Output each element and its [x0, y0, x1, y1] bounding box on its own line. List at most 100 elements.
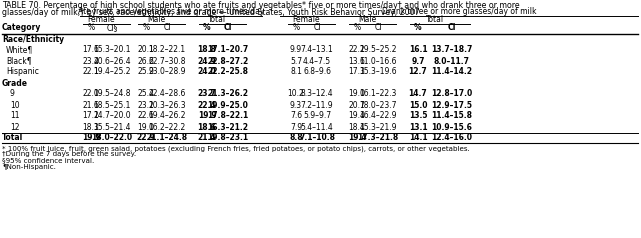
- Text: 18.5–25.1: 18.5–25.1: [94, 100, 131, 109]
- Text: 11.4–14.2: 11.4–14.2: [431, 68, 472, 76]
- Text: 18.3: 18.3: [83, 123, 99, 132]
- Text: 9.3: 9.3: [290, 100, 302, 109]
- Text: Black¶: Black¶: [6, 56, 31, 65]
- Text: CI: CI: [374, 23, 382, 32]
- Text: 16.2–22.2: 16.2–22.2: [148, 123, 186, 132]
- Text: 19.5–24.8: 19.5–24.8: [93, 89, 131, 99]
- Text: 17.6: 17.6: [83, 45, 99, 55]
- Text: 25.4: 25.4: [138, 89, 154, 99]
- Text: 22.4: 22.4: [197, 100, 216, 109]
- Text: 16.1: 16.1: [409, 45, 428, 55]
- Text: White¶: White¶: [6, 45, 33, 55]
- Text: 17.2: 17.2: [83, 111, 99, 120]
- Text: %: %: [353, 23, 360, 32]
- Text: 13.5: 13.5: [409, 111, 428, 120]
- Text: 13.6: 13.6: [349, 56, 365, 65]
- Text: 19.4–26.2: 19.4–26.2: [148, 111, 186, 120]
- Text: 14.7: 14.7: [408, 89, 428, 99]
- Text: CI: CI: [313, 23, 320, 32]
- Text: 23.0–28.9: 23.0–28.9: [148, 68, 186, 76]
- Text: 18.6: 18.6: [197, 123, 217, 132]
- Text: 5.9–9.7: 5.9–9.7: [303, 111, 331, 120]
- Text: 20.6–26.4: 20.6–26.4: [93, 56, 131, 65]
- Text: 11.0–16.6: 11.0–16.6: [359, 56, 397, 65]
- Text: 8.1: 8.1: [290, 68, 302, 76]
- Text: 8.0–11.7: 8.0–11.7: [434, 56, 470, 65]
- Text: CI: CI: [224, 23, 232, 32]
- Text: 18.2–22.1: 18.2–22.1: [149, 45, 185, 55]
- Text: 21.1–24.8: 21.1–24.8: [146, 134, 188, 143]
- Text: %: %: [87, 23, 95, 32]
- Text: 22.2: 22.2: [349, 45, 365, 55]
- Text: 25.9: 25.9: [138, 68, 154, 76]
- Text: 22.4–28.6: 22.4–28.6: [148, 89, 186, 99]
- Text: 8.3–12.4: 8.3–12.4: [301, 89, 333, 99]
- Text: Drank three or more glasses/day of milk: Drank three or more glasses/day of milk: [382, 7, 537, 16]
- Text: Hispanic: Hispanic: [6, 68, 39, 76]
- Text: 26.6: 26.6: [138, 56, 154, 65]
- Text: CI: CI: [448, 23, 456, 32]
- Text: 15.3–19.6: 15.3–19.6: [359, 68, 397, 76]
- Text: 24.9: 24.9: [197, 56, 216, 65]
- Text: 12.7: 12.7: [408, 68, 428, 76]
- Text: 22.9: 22.9: [137, 134, 155, 143]
- Text: CI§: CI§: [106, 23, 118, 32]
- Text: 14.7–20.0: 14.7–20.0: [93, 111, 131, 120]
- Text: 7.4–13.1: 7.4–13.1: [301, 45, 333, 55]
- Text: 18.0–22.0: 18.0–22.0: [92, 134, 133, 143]
- Text: 19.9: 19.9: [81, 134, 100, 143]
- Text: 18.8: 18.8: [197, 45, 217, 55]
- Text: 14.1: 14.1: [409, 134, 428, 143]
- Text: 12.9–17.5: 12.9–17.5: [431, 100, 472, 109]
- Text: 19.0: 19.0: [138, 123, 154, 132]
- Text: 22.0: 22.0: [83, 89, 99, 99]
- Text: 19.4: 19.4: [349, 111, 365, 120]
- Text: 19.5–25.2: 19.5–25.2: [359, 45, 397, 55]
- Text: 11.4–15.8: 11.4–15.8: [431, 111, 472, 120]
- Text: 21.6: 21.6: [83, 100, 99, 109]
- Text: 15.3–21.9: 15.3–21.9: [359, 123, 397, 132]
- Text: 23.7: 23.7: [197, 89, 217, 99]
- Text: 16.1–22.3: 16.1–22.3: [360, 89, 397, 99]
- Text: Category: Category: [2, 23, 42, 32]
- Text: %: %: [203, 23, 211, 32]
- Text: 22.6: 22.6: [138, 111, 154, 120]
- Text: 20.7: 20.7: [349, 100, 365, 109]
- Text: Grade: Grade: [2, 79, 28, 88]
- Text: 22.7–30.8: 22.7–30.8: [148, 56, 186, 65]
- Text: glasses/day of milk,† by sex, race/ethnicity, and grade — United States, Youth R: glasses/day of milk,† by sex, race/ethni…: [2, 8, 420, 17]
- Text: Male: Male: [147, 15, 165, 24]
- Text: 10.9–15.6: 10.9–15.6: [431, 123, 472, 132]
- Text: %: %: [142, 23, 149, 32]
- Text: 23.1: 23.1: [138, 100, 154, 109]
- Text: Race/Ethnicity: Race/Ethnicity: [2, 35, 64, 44]
- Text: 22.1: 22.1: [83, 68, 99, 76]
- Text: 16.3–21.2: 16.3–21.2: [208, 123, 249, 132]
- Text: Female: Female: [293, 15, 320, 24]
- Text: 4.4–7.5: 4.4–7.5: [303, 56, 331, 65]
- Text: TABLE 70. Percentage of high school students who ate fruits and vegetables* five: TABLE 70. Percentage of high school stud…: [2, 1, 520, 10]
- Text: 15.0: 15.0: [409, 100, 428, 109]
- Text: 22.8–27.2: 22.8–27.2: [208, 56, 249, 65]
- Text: 17.3–21.8: 17.3–21.8: [358, 134, 399, 143]
- Text: CI: CI: [163, 23, 171, 32]
- Text: %: %: [292, 23, 299, 32]
- Text: †During the 7 days before the survey.: †During the 7 days before the survey.: [2, 151, 136, 157]
- Text: 24.0: 24.0: [197, 68, 216, 76]
- Text: 19.0: 19.0: [349, 89, 365, 99]
- Text: %: %: [414, 23, 422, 32]
- Text: 20.3–26.3: 20.3–26.3: [148, 100, 186, 109]
- Text: 10.2: 10.2: [288, 89, 304, 99]
- Text: 18.0–23.7: 18.0–23.7: [359, 100, 397, 109]
- Text: 9.7: 9.7: [412, 56, 425, 65]
- Text: 22.2–25.8: 22.2–25.8: [208, 68, 249, 76]
- Text: 7.6: 7.6: [290, 111, 302, 120]
- Text: 19.4: 19.4: [347, 134, 366, 143]
- Text: * 100% fruit juice, fruit, green salad, potatoes (excluding French fries, fried : * 100% fruit juice, fruit, green salad, …: [2, 145, 470, 152]
- Text: 13.1: 13.1: [409, 123, 428, 132]
- Text: 19.9–25.0: 19.9–25.0: [208, 100, 249, 109]
- Text: 5.7: 5.7: [290, 56, 302, 65]
- Text: 8.8: 8.8: [289, 134, 303, 143]
- Text: Total: Total: [208, 15, 226, 24]
- Text: Total: Total: [426, 15, 444, 24]
